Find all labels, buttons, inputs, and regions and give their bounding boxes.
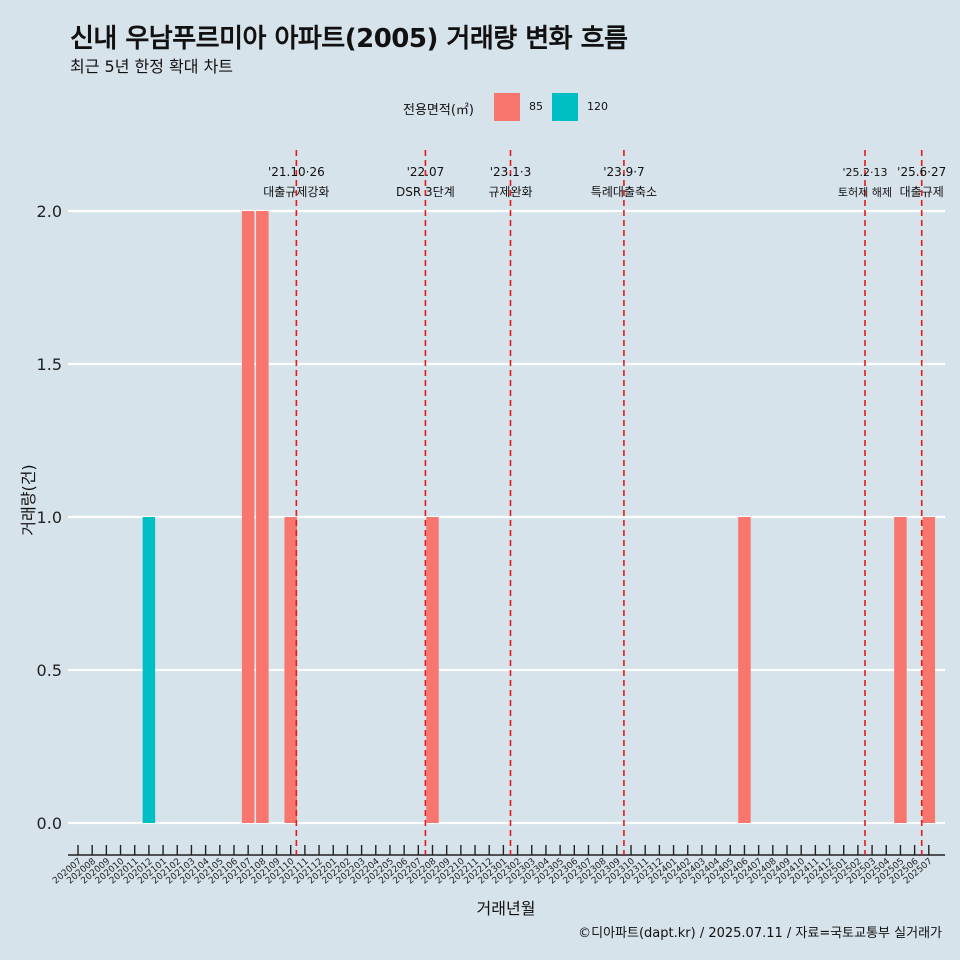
legend-label-85: 85 <box>529 100 543 113</box>
legend-swatch-120 <box>552 93 578 121</box>
legend: 전용면적(㎡) 85 120 <box>0 92 960 122</box>
bar-202107-85 <box>241 211 255 823</box>
y-tick-label: 0.0 <box>37 814 62 833</box>
chart-subtitle: 최근 5년 한정 확대 차트 <box>70 57 234 76</box>
legend-title: 전용면적(㎡) <box>403 103 474 118</box>
bar-202208-85 <box>426 517 439 823</box>
event-date-label: '23.9·7 <box>603 165 644 179</box>
event-name-label: 규제완화 <box>488 185 532 199</box>
bar-202012-120 <box>142 517 156 823</box>
event-date-label: '22.07 <box>407 165 445 179</box>
x-axis-title: 거래년월 <box>477 899 536 918</box>
bar-202406-85 <box>738 517 751 823</box>
event-date-label: '21.10·26 <box>268 165 325 179</box>
y-tick-label: 0.5 <box>37 661 62 680</box>
event-name-label: DSR 3단계 <box>396 185 455 199</box>
legend-swatch-85 <box>494 93 520 121</box>
event-name-label: 토허제 해제 <box>838 185 892 199</box>
caption: ©디아파트(dapt.kr) / 2025.07.11 / 자료=국토교통부 실… <box>578 926 942 941</box>
y-axis-title: 거래량(건) <box>19 464 38 535</box>
bar-202108-85 <box>256 211 269 823</box>
bar-202507-85 <box>922 517 936 823</box>
bar-202505-85 <box>894 517 907 823</box>
chart-title: 신내 우남푸르미아 아파트(2005) 거래량 변화 흐름 <box>70 24 628 54</box>
bar-202110-85 <box>284 517 297 823</box>
event-name-label: 대출규제 <box>900 185 944 199</box>
y-tick-label: 1.5 <box>37 355 62 374</box>
y-tick-label: 1.0 <box>37 508 62 527</box>
event-name-label: 특례대출축소 <box>591 185 657 199</box>
y-tick-label: 2.0 <box>37 202 62 221</box>
legend-label-120: 120 <box>587 100 608 113</box>
event-date-label: '25.2·13 <box>842 166 887 179</box>
event-name-label: 대출규제강화 <box>263 185 329 199</box>
event-date-label: '25.6·27 <box>897 165 946 179</box>
event-date-label: '23.1·3 <box>490 165 531 179</box>
